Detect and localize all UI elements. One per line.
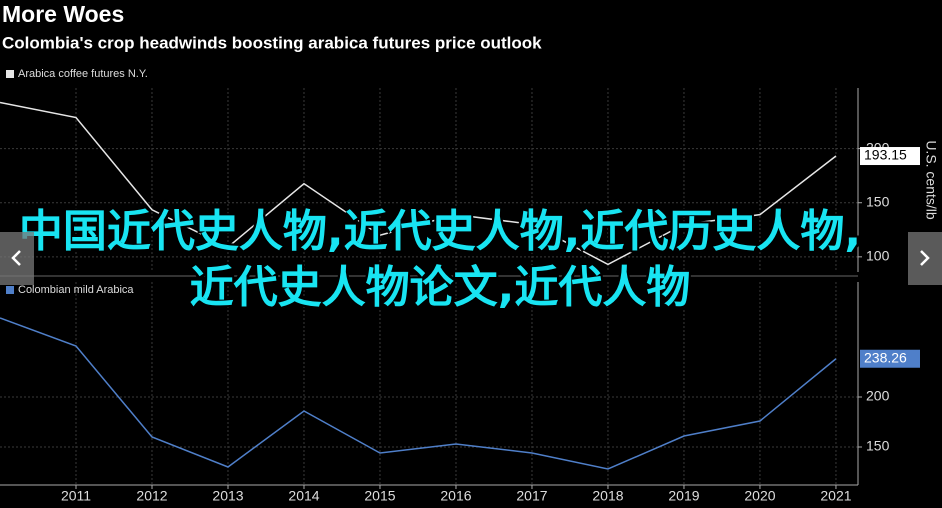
prev-button[interactable] [0, 232, 34, 285]
y-tick-label: 150 [866, 438, 890, 454]
y-tick-label: 100 [866, 248, 890, 264]
legend-label: Arabica coffee futures N.Y. [18, 68, 148, 80]
x-tick-label: 2019 [668, 488, 699, 504]
line [0, 317, 837, 470]
value-label: 193.15 [864, 147, 907, 163]
x-tick-label: 2011 [61, 488, 91, 504]
legend-swatch [6, 70, 14, 78]
x-tick-label: 2016 [440, 488, 471, 504]
x-tick-label: 2021 [820, 488, 851, 504]
value-label-box [860, 349, 920, 368]
x-tick-label: 2017 [516, 488, 547, 504]
x-tick-label: 2015 [364, 488, 395, 504]
value-label: 238.26 [864, 349, 907, 365]
x-tick-label: 2018 [592, 488, 623, 504]
next-icon [920, 250, 930, 266]
y-tick-label: 200 [866, 388, 890, 404]
line [0, 101, 837, 266]
y-axis-label: U.S. cents/lb [923, 140, 939, 220]
x-tick-label: 2013 [212, 488, 243, 504]
legend-swatch [6, 286, 14, 294]
prev-icon [11, 250, 21, 266]
value-label-box [860, 147, 920, 166]
x-tick-label: 2020 [744, 488, 775, 504]
subtitle: Colombia's crop headwinds boosting arabi… [2, 33, 542, 52]
y-tick-label: 150 [866, 193, 890, 209]
overlay-text: 中国近代史人物,近代史人物,近代历史人物,近代史人物论文,近代人物 [18, 206, 862, 313]
x-tick-label: 2012 [136, 488, 167, 504]
legend-label: Colombian mild Arabica [18, 284, 134, 296]
next-button[interactable] [908, 232, 942, 285]
title: More Woes [2, 1, 124, 27]
x-tick-label: 2014 [288, 488, 319, 504]
